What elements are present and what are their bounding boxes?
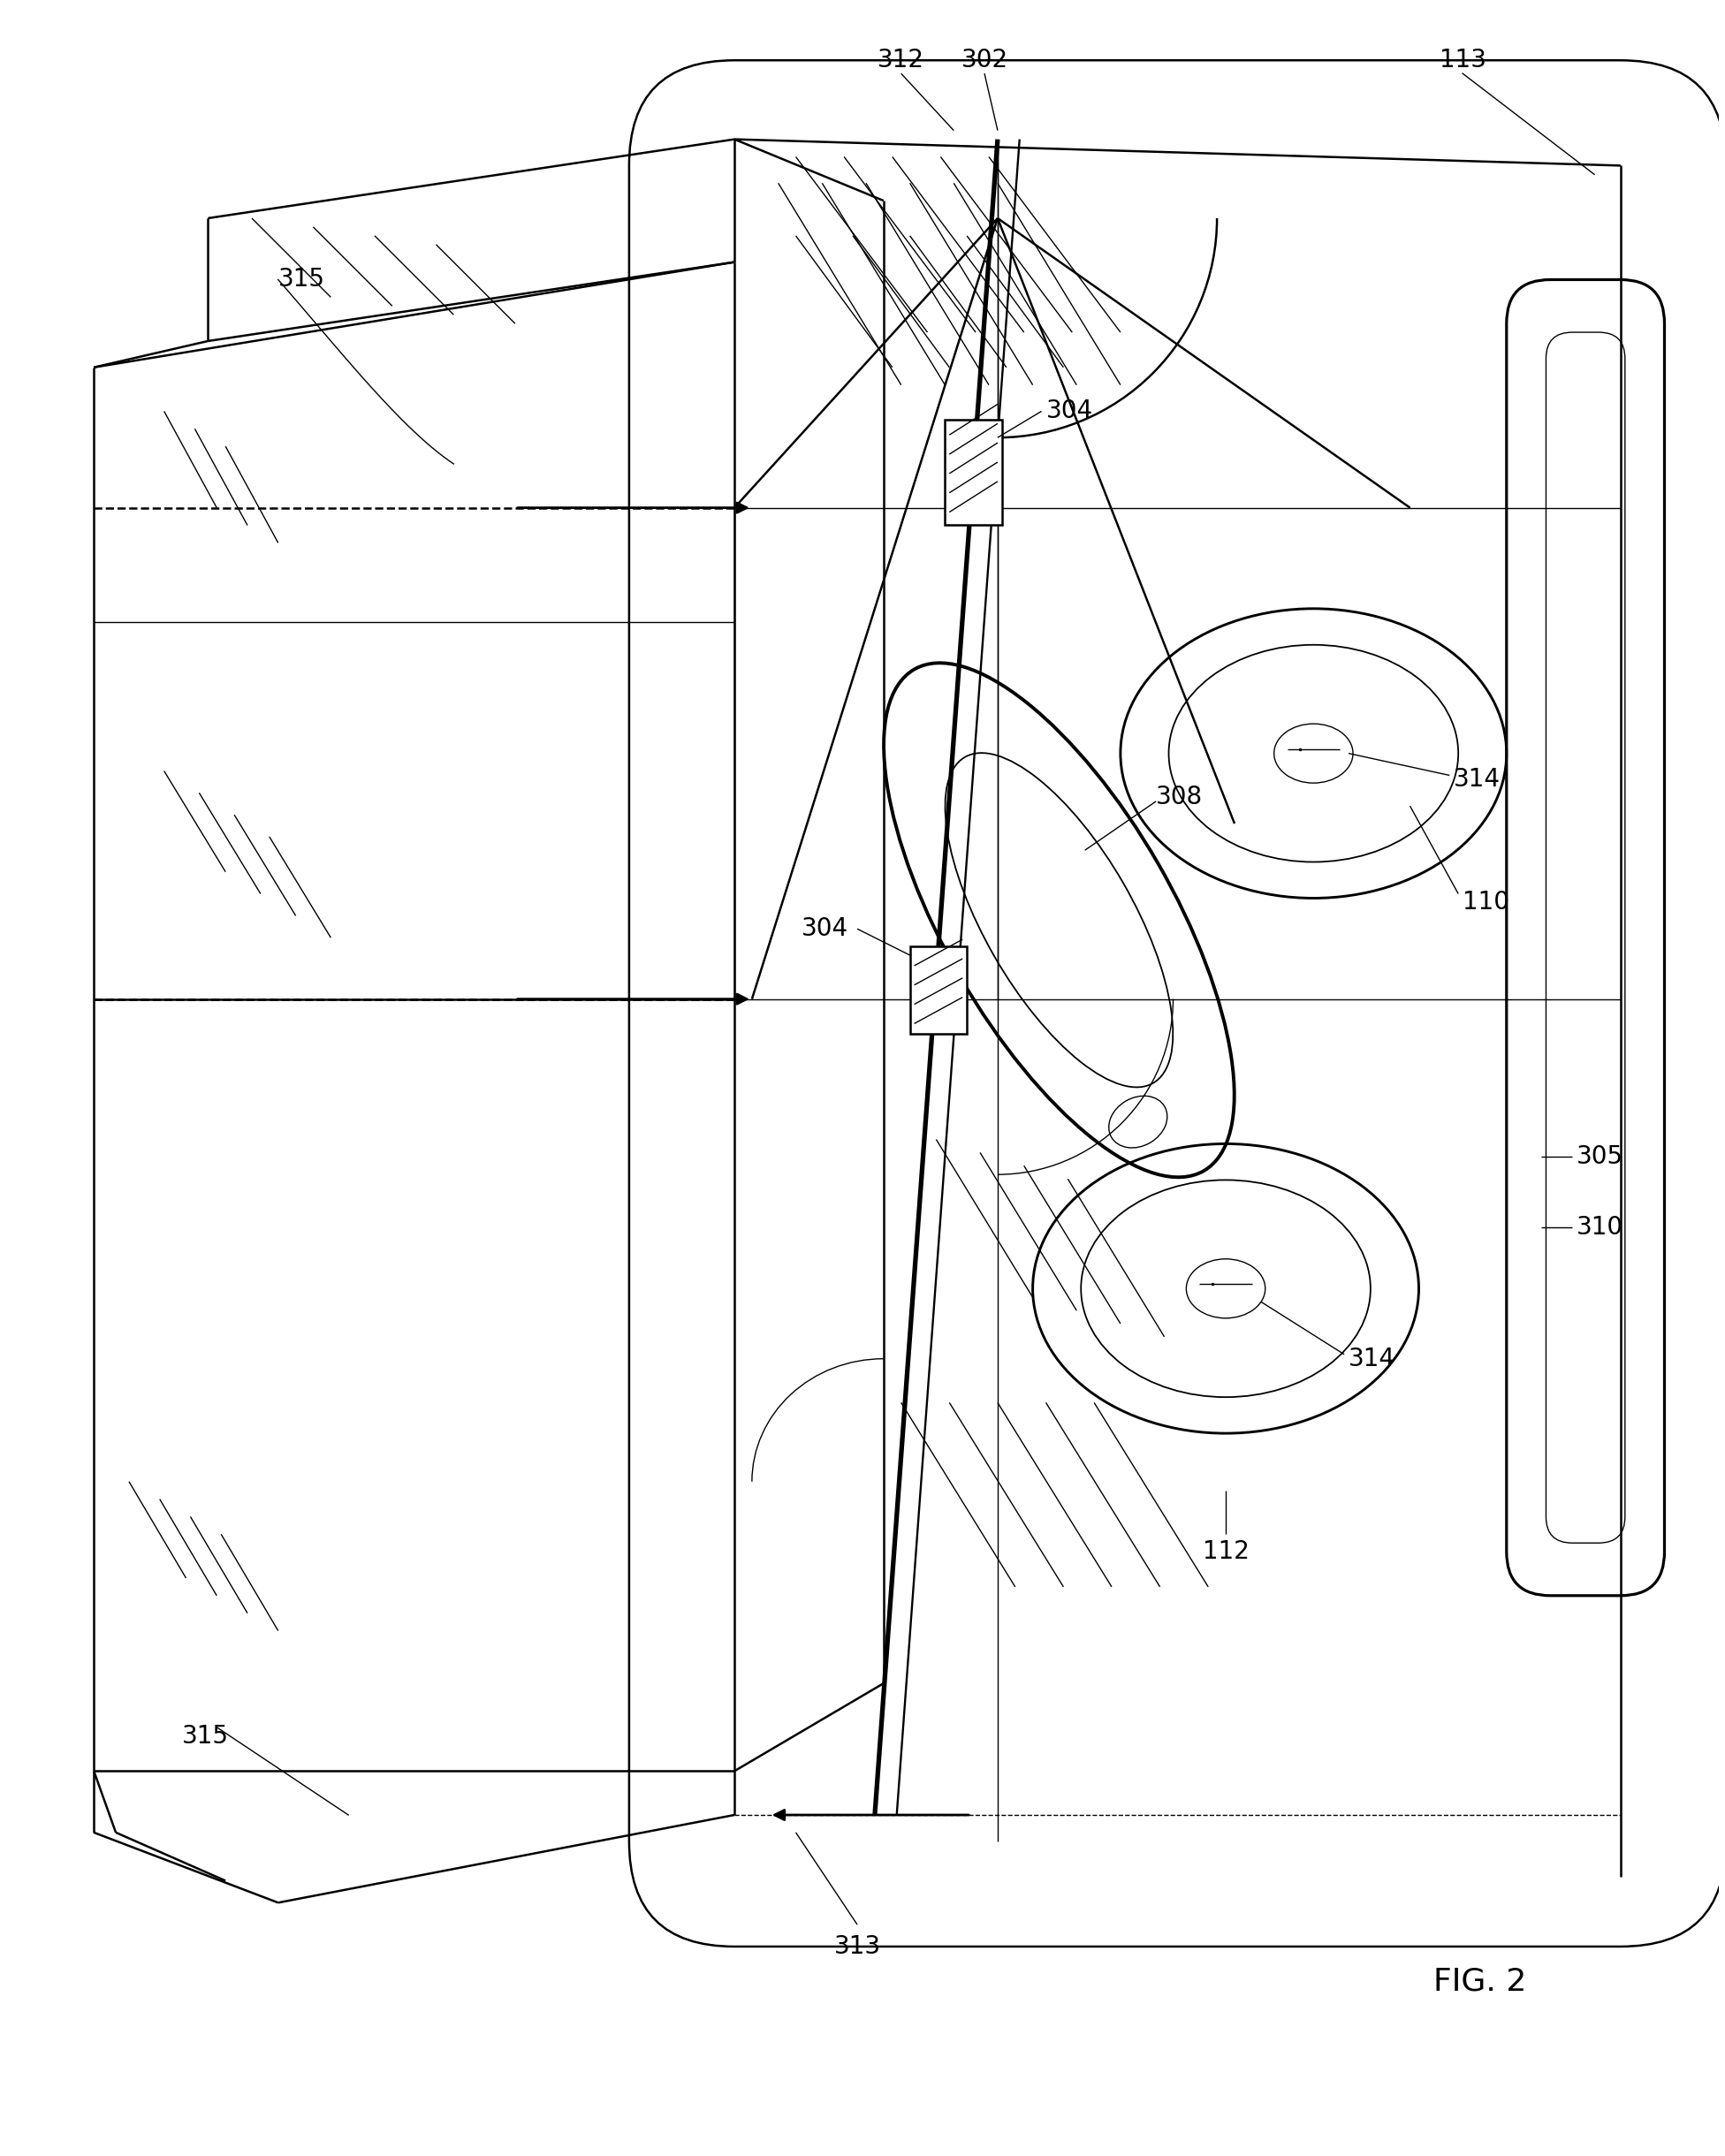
Bar xyxy=(945,420,1002,526)
Text: 310: 310 xyxy=(1577,1214,1623,1240)
Text: 302: 302 xyxy=(961,47,1007,73)
Text: 313: 313 xyxy=(833,1934,881,1960)
Text: 304: 304 xyxy=(802,916,849,942)
Text: 315: 315 xyxy=(181,1723,228,1749)
Text: 112: 112 xyxy=(1202,1539,1249,1563)
Text: 314: 314 xyxy=(1349,1345,1396,1371)
Text: 312: 312 xyxy=(878,47,925,73)
Text: 110: 110 xyxy=(1463,890,1509,914)
Text: 308: 308 xyxy=(1156,785,1202,811)
Text: 304: 304 xyxy=(1045,399,1094,423)
Text: 113: 113 xyxy=(1439,47,1485,73)
Text: 305: 305 xyxy=(1577,1145,1623,1169)
Text: 314: 314 xyxy=(1454,768,1501,791)
FancyBboxPatch shape xyxy=(630,60,1725,1947)
Bar xyxy=(909,946,968,1035)
Text: FIG. 2: FIG. 2 xyxy=(1433,1966,1527,1996)
Text: 315: 315 xyxy=(278,267,324,291)
